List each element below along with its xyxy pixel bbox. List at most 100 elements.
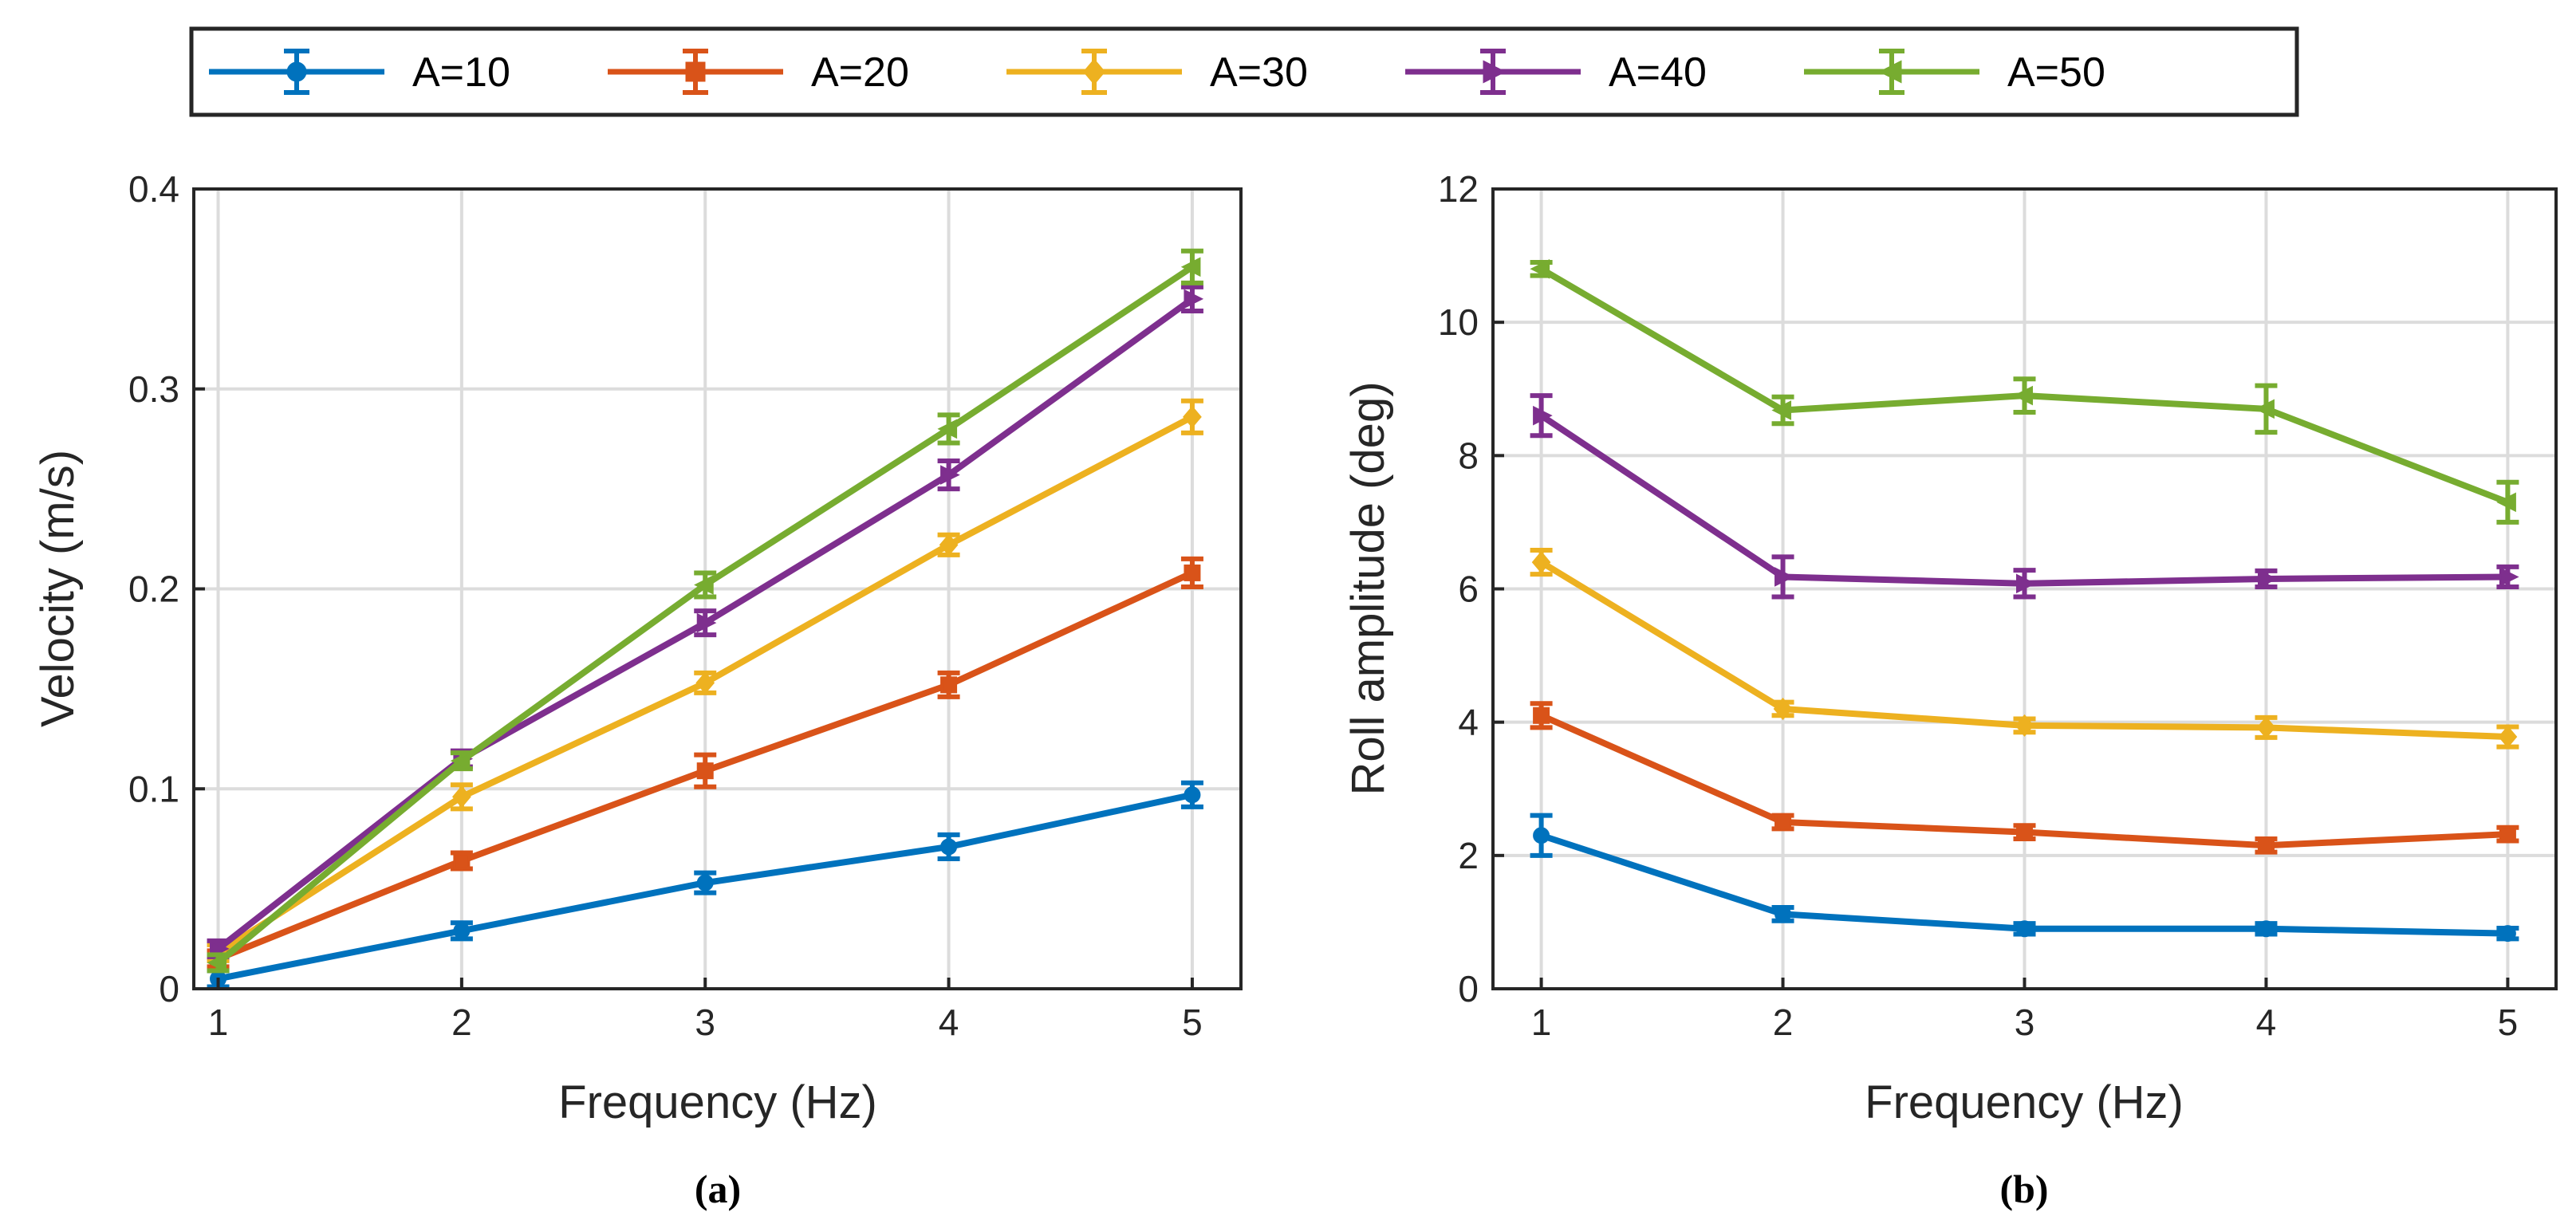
data-point — [1184, 564, 1201, 581]
data-point — [2257, 836, 2275, 854]
x-axis-label-b: Frequency (Hz) — [1865, 1076, 2184, 1128]
data-point — [1530, 258, 1550, 279]
y-tick-label: 0.4 — [128, 168, 179, 210]
x-tick-label: 1 — [1531, 1002, 1552, 1043]
data-point — [2013, 385, 2033, 406]
data-point — [1774, 813, 1792, 831]
series-A=10 — [1530, 813, 2519, 943]
y-tick-label: 0.3 — [128, 368, 179, 410]
legend-entry: A=20 — [608, 49, 909, 96]
legend-label: A=50 — [2007, 49, 2105, 96]
data-point — [2016, 573, 2036, 594]
data-point — [696, 874, 714, 891]
y-tick-label: 0.1 — [128, 768, 179, 809]
legend-label: A=30 — [1210, 49, 1308, 96]
series-A=40 — [1530, 393, 2519, 600]
panel-a: 1 2 3 4 5 0 0.1 0.2 0.3 0.4 Frequency (Hz) Veloci… — [32, 168, 1243, 1211]
x-tick-label: 3 — [695, 1002, 715, 1043]
x-tick-label: 3 — [2015, 1002, 2035, 1043]
data-point — [1183, 405, 1202, 428]
data-point — [940, 465, 960, 485]
data-point — [2257, 920, 2275, 938]
y-tick-label: 6 — [1458, 569, 1479, 610]
legend-marker — [1082, 58, 1106, 85]
data-point — [1531, 551, 1551, 574]
series-A=30 — [1530, 548, 2519, 750]
series-A=30 — [207, 398, 1203, 964]
caption-a: (a) — [695, 1167, 741, 1211]
y-tick-label: 10 — [1438, 301, 1479, 343]
y-tick-label: 0 — [1458, 968, 1479, 1010]
series-A=10 — [207, 780, 1203, 990]
data-point — [939, 533, 959, 557]
series-A=20 — [1530, 701, 2519, 855]
x-tick-label: 5 — [2498, 1002, 2519, 1043]
legend-marker — [286, 61, 307, 82]
data-point — [2256, 716, 2276, 739]
data-point — [940, 838, 958, 856]
legend-label: A=10 — [412, 49, 510, 96]
data-point — [695, 671, 715, 695]
legend-label: A=40 — [1609, 49, 1707, 96]
y-tick-label: 12 — [1438, 168, 1479, 210]
x-tick-label: 1 — [208, 1002, 229, 1043]
plot-area-b — [1530, 258, 2519, 943]
data-point — [1771, 400, 1792, 420]
data-point — [1773, 697, 1793, 720]
data-point — [2498, 726, 2518, 749]
data-point — [1184, 786, 1201, 804]
x-tick-label: 5 — [1182, 1002, 1203, 1043]
y-tick-label: 0 — [159, 968, 179, 1010]
y-axis-label-a: Velocity (m/s) — [32, 450, 84, 727]
legend-entry: A=30 — [1006, 49, 1308, 96]
data-point — [694, 575, 714, 595]
data-point — [2016, 824, 2033, 841]
data-point — [940, 676, 958, 694]
series-A=20 — [207, 556, 1203, 970]
data-point — [1533, 405, 1553, 426]
data-point — [2015, 714, 2034, 737]
data-point — [1533, 706, 1550, 724]
data-point — [696, 762, 714, 780]
x-tick-label: 2 — [1773, 1002, 1794, 1043]
data-point — [207, 953, 227, 973]
x-tick-label: 4 — [2256, 1002, 2277, 1043]
data-point — [1180, 257, 1201, 277]
data-point — [937, 419, 958, 439]
data-point — [1774, 567, 1794, 587]
data-point — [2499, 825, 2516, 843]
y-axis-label-b: Roll amplitude (deg) — [1342, 381, 1394, 795]
data-point — [453, 922, 471, 939]
legend-marker — [685, 61, 706, 82]
data-point — [2016, 920, 2033, 938]
data-point — [1184, 289, 1204, 309]
legend-entry: A=10 — [209, 49, 510, 96]
legend: A=10 A=20 A=30 A=40 A=50 — [189, 26, 2299, 117]
series-A=50 — [207, 248, 1203, 974]
plot-area-a — [207, 248, 1204, 990]
series-A=50 — [1530, 258, 2519, 525]
data-point — [452, 785, 471, 809]
caption-b: (b) — [1999, 1167, 2048, 1211]
data-point — [1774, 905, 1792, 923]
legend-entry: A=40 — [1405, 49, 1707, 96]
data-point — [696, 612, 717, 633]
y-tick-label: 4 — [1458, 702, 1479, 743]
y-tick-label: 8 — [1458, 435, 1479, 476]
y-tick-label: 2 — [1458, 835, 1479, 876]
data-point — [453, 852, 471, 870]
legend-entry: A=50 — [1804, 49, 2105, 96]
y-tick-label: 0.2 — [128, 569, 179, 610]
x-tick-label: 4 — [939, 1002, 959, 1043]
data-point — [2499, 925, 2516, 943]
data-point — [2255, 399, 2275, 419]
legend-marker — [1878, 60, 1902, 84]
data-point — [2496, 492, 2516, 513]
data-point — [450, 750, 471, 771]
x-axis-label-a: Frequency (Hz) — [558, 1076, 877, 1128]
data-point — [2257, 569, 2278, 589]
data-point — [1533, 827, 1550, 844]
